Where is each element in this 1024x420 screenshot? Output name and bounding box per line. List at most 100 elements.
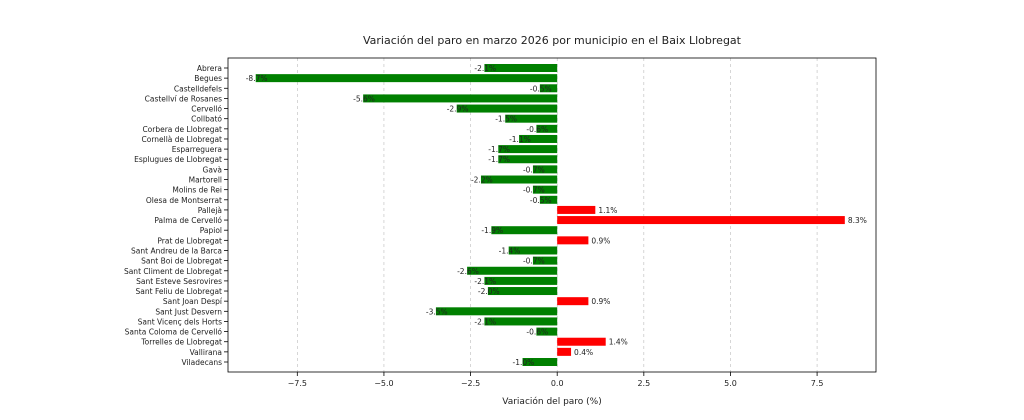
y-tick-label: Vallirana	[190, 348, 222, 357]
bar	[557, 216, 845, 225]
bar-value-label: -1.4%	[499, 246, 521, 255]
bar	[557, 337, 606, 346]
bar-value-label: -1.0%	[513, 358, 535, 367]
y-tick-label: Viladecans	[182, 358, 223, 367]
bar	[363, 94, 558, 103]
bar-value-label: -1.7%	[488, 145, 510, 154]
bar	[487, 287, 558, 296]
y-tick-label: Sant Just Desvern	[155, 307, 222, 316]
bar-value-label: 0.9%	[591, 297, 610, 306]
bar	[536, 124, 558, 133]
bar	[557, 347, 572, 356]
bar-value-label: -2.9%	[447, 105, 469, 114]
bar-value-label: -0.6%	[526, 328, 548, 337]
y-tick-label: Olesa de Montserrat	[146, 196, 222, 205]
bar-value-label: 8.3%	[848, 216, 867, 225]
y-tick-label: Esplugues de Llobregat	[134, 155, 222, 164]
bar-value-label: -1.1%	[509, 135, 531, 144]
y-tick-label: Begues	[194, 74, 222, 83]
bar	[522, 358, 558, 366]
bar-value-label: -1.5%	[495, 115, 517, 124]
bar	[484, 317, 558, 326]
y-tick-label: Prat de Llobregat	[157, 236, 222, 245]
y-tick-label: Sant Andreu de la Barca	[131, 246, 222, 255]
y-tick-label: Pallejà	[198, 206, 222, 215]
y-tick-label: Sant Vicenç dels Horts	[138, 317, 222, 326]
y-tick-label: Martorell	[189, 176, 222, 185]
bar-value-label: -2.1%	[474, 277, 496, 286]
x-tick-label: −5.0	[374, 379, 393, 388]
bar-value-label: -5.6%	[353, 94, 375, 103]
bar	[532, 256, 558, 265]
y-tick-label: Sant Climent de Llobregat	[124, 267, 222, 276]
bar-value-label: -0.7%	[523, 186, 545, 195]
y-tick-label: Castelldefels	[174, 84, 222, 93]
bar-value-label: -2.6%	[457, 267, 479, 276]
bar	[480, 175, 558, 184]
bar	[536, 327, 558, 336]
bar	[557, 236, 589, 245]
x-tick-label: 2.5	[637, 379, 650, 388]
y-tick-label: Abrera	[197, 64, 222, 73]
x-tick-label: −7.5	[288, 379, 307, 388]
bar	[519, 134, 558, 143]
bar	[491, 226, 558, 235]
bar-value-label: -2.2%	[471, 176, 493, 185]
bar-value-label: 0.9%	[591, 236, 610, 245]
x-tick-label: 7.5	[811, 379, 824, 388]
plot-frame	[227, 57, 877, 373]
y-tick-label: Castellví de Rosanes	[145, 94, 222, 103]
y-tick-label: Molins de Rei	[172, 186, 222, 195]
bar-value-label: -3.5%	[426, 307, 448, 316]
bar-value-label: -0.6%	[526, 125, 548, 134]
bar	[456, 104, 558, 113]
bar-value-label: -2.1%	[474, 64, 496, 73]
y-tick-label: Corbera de Llobregat	[142, 125, 222, 134]
y-tick-label: Sant Joan Despí	[163, 297, 223, 306]
bar-value-label: 1.1%	[598, 206, 617, 215]
bar	[505, 114, 558, 123]
y-tick-label: Papiol	[200, 226, 222, 235]
bar	[498, 145, 558, 154]
x-tick-label: 0.0	[551, 379, 564, 388]
bar-value-label: -2.0%	[478, 287, 500, 296]
y-tick-label: Cervelló	[191, 105, 222, 114]
bar-value-label: -0.5%	[530, 84, 552, 93]
bar-value-label: -8.7%	[246, 74, 268, 83]
x-tick-label: −2.5	[461, 379, 480, 388]
bar	[539, 195, 558, 204]
y-tick-label: Santa Coloma de Cervelló	[125, 328, 223, 337]
bar	[532, 165, 558, 174]
bar	[467, 266, 558, 275]
bar	[498, 155, 558, 164]
y-tick-label: Sant Feliu de Llobregat	[136, 287, 223, 296]
y-tick-label: Torrelles de Llobregat	[140, 338, 222, 347]
y-tick-label: Sant Esteve Sesrovires	[136, 277, 222, 286]
bar-value-label: 1.4%	[609, 338, 628, 347]
bar	[484, 64, 558, 72]
y-tick-label: Cornellà de Llobregat	[142, 135, 223, 144]
bar	[255, 74, 558, 83]
bar-value-label: -2.1%	[474, 317, 496, 326]
bar-value-label: -0.7%	[523, 165, 545, 174]
chart-title: Variación del paro en marzo 2026 por mun…	[363, 34, 742, 47]
bar	[508, 246, 558, 255]
y-tick-label: Collbató	[191, 115, 222, 124]
x-tick-label: 5.0	[724, 379, 737, 388]
bar-value-label: -1.9%	[481, 226, 503, 235]
bar	[435, 307, 558, 316]
bar-value-label: -0.5%	[530, 196, 552, 205]
bar	[539, 84, 558, 93]
y-tick-label: Esparreguera	[172, 145, 222, 154]
bar-value-label: -1.7%	[488, 155, 510, 164]
y-tick-label: Gavà	[203, 165, 222, 174]
y-tick-label: Palma de Cervelló	[154, 216, 222, 225]
bar-value-label: 0.4%	[574, 348, 593, 357]
bar-value-label: -0.7%	[523, 257, 545, 266]
bar	[557, 205, 596, 214]
bar	[484, 276, 558, 285]
bar	[532, 185, 558, 194]
x-axis-label: Variación del paro (%)	[502, 396, 602, 407]
bar	[557, 297, 589, 306]
